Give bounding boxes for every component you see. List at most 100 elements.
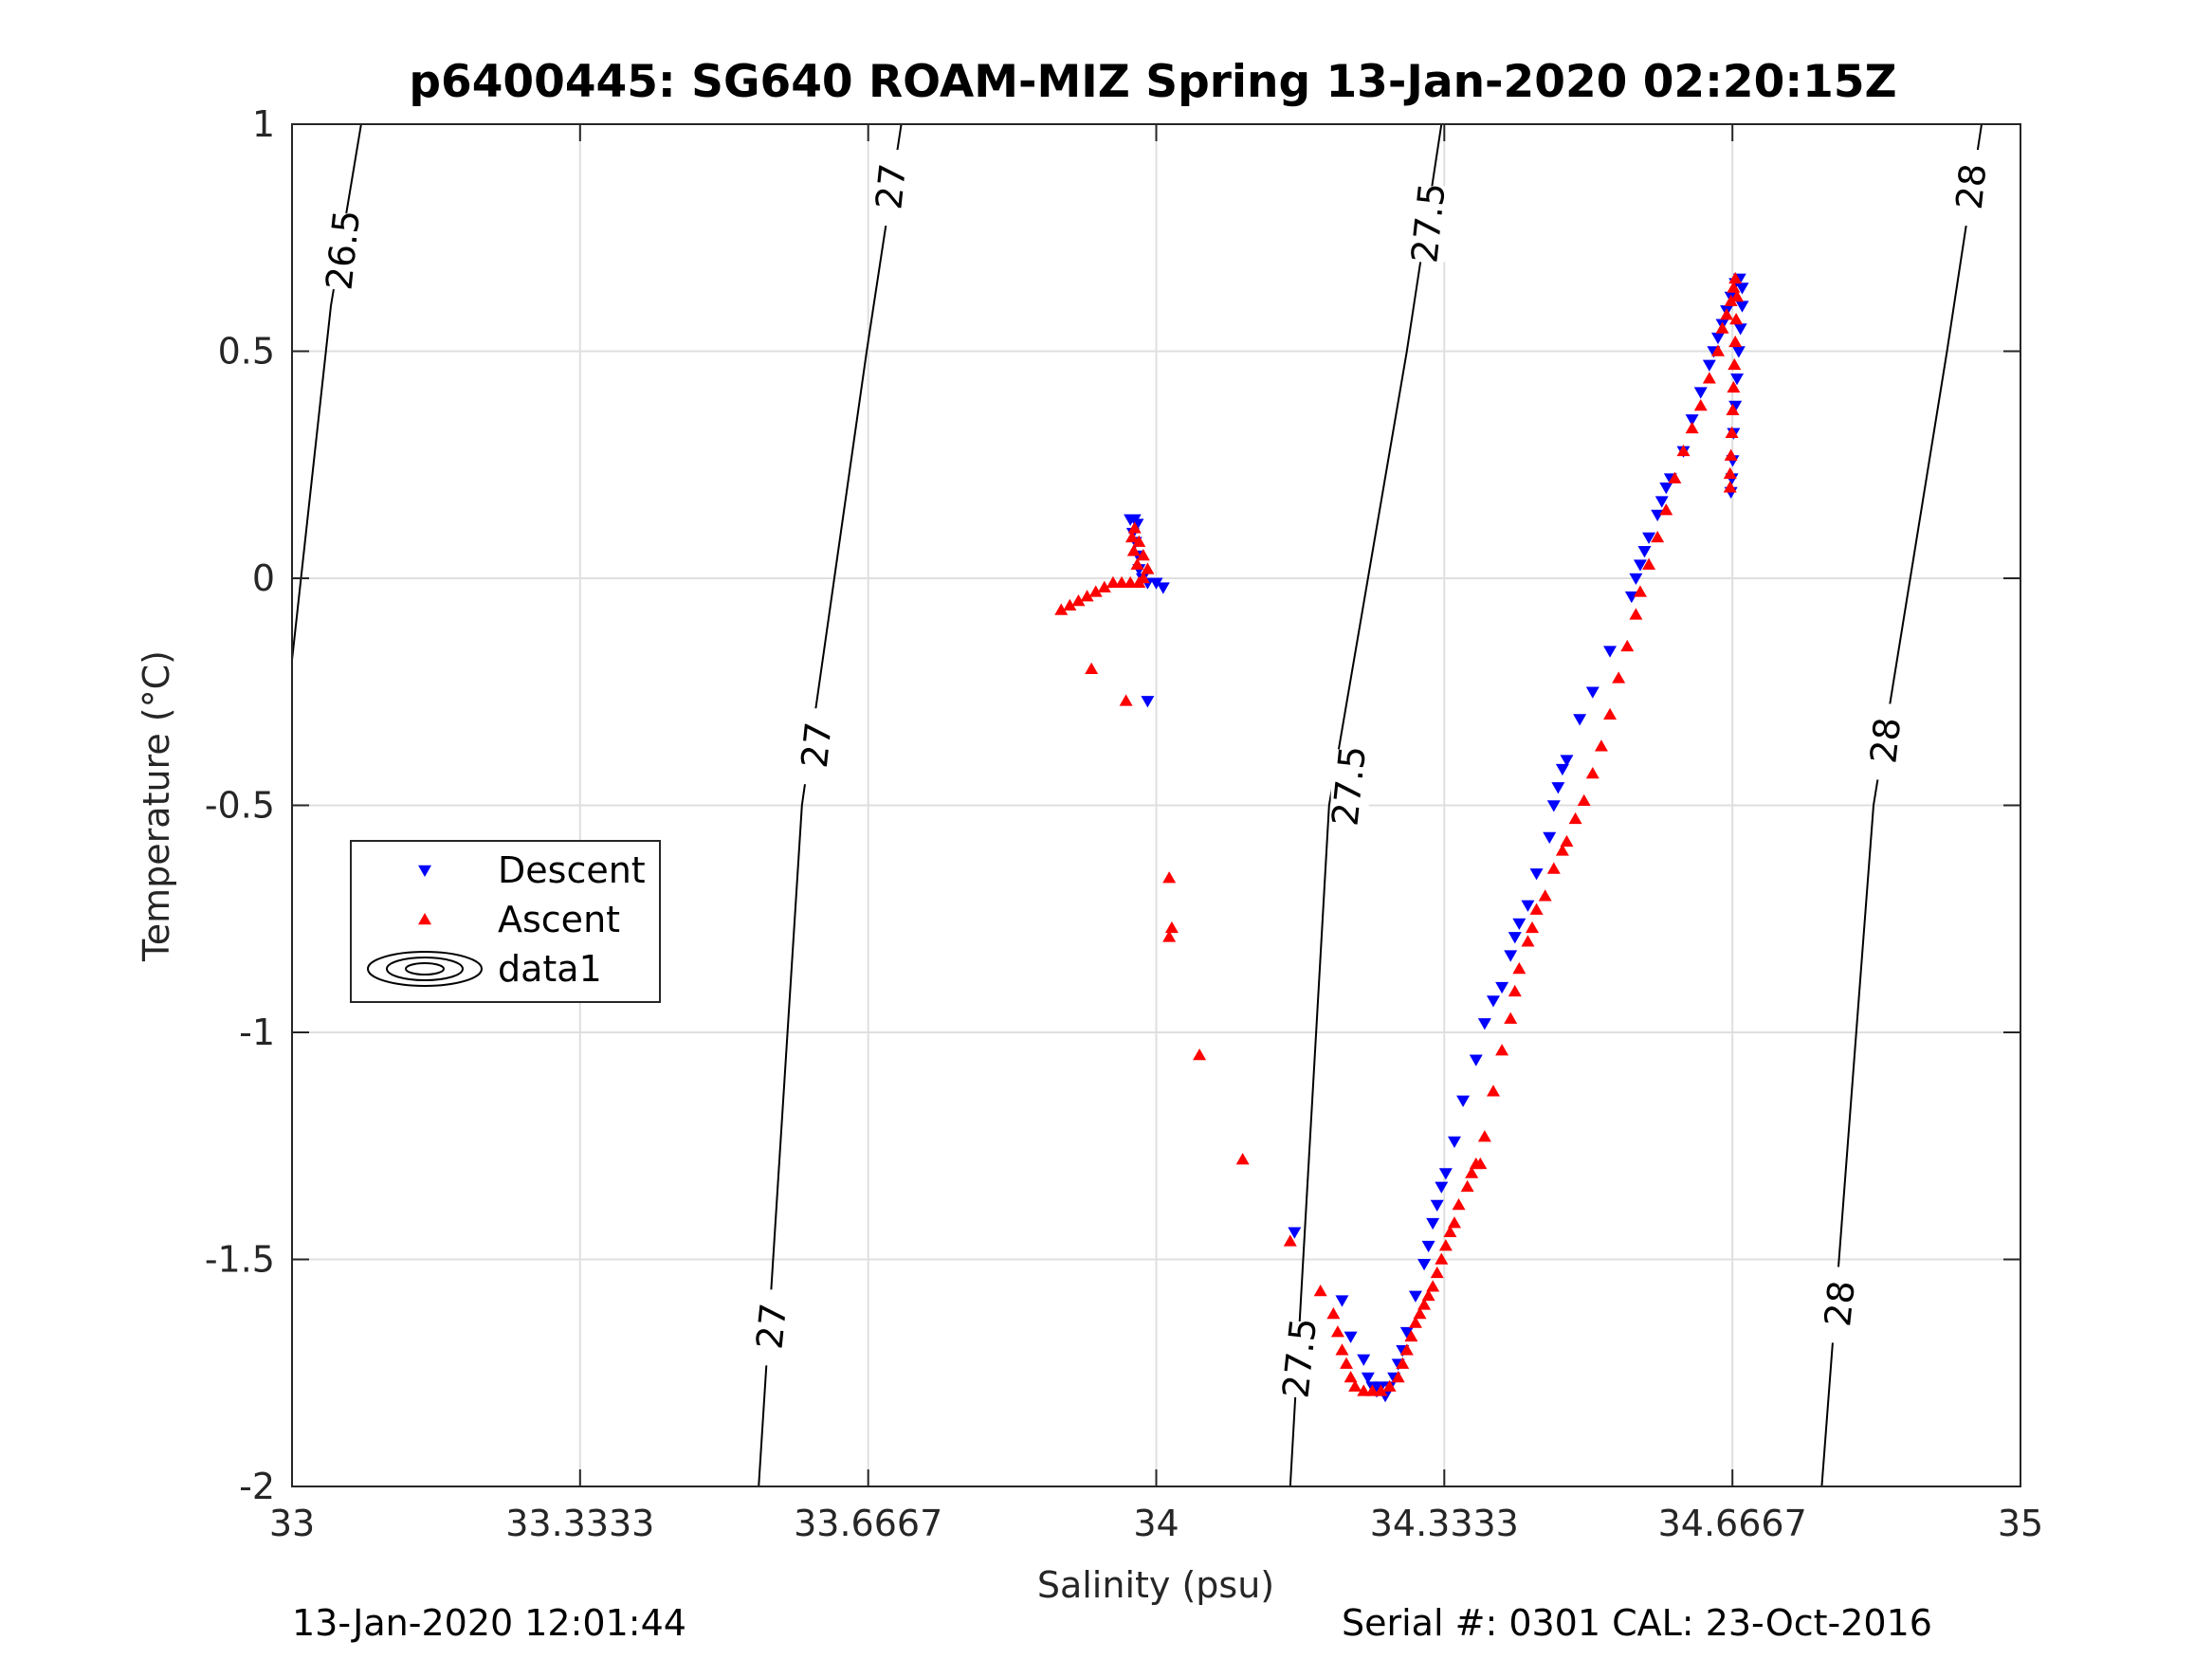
ascent-point bbox=[1426, 1280, 1440, 1292]
contour-line-28 bbox=[1820, 123, 1983, 1487]
ascent-point bbox=[1728, 357, 1742, 371]
descent-point bbox=[1702, 359, 1716, 372]
descent-point bbox=[1733, 323, 1747, 336]
ascent-point bbox=[1340, 1357, 1354, 1369]
descent-point bbox=[1141, 696, 1155, 708]
ascent-point bbox=[1080, 590, 1094, 602]
ascent-point bbox=[1728, 335, 1743, 348]
ascent-point bbox=[1452, 1198, 1466, 1211]
contour-label: 26.5 bbox=[318, 208, 368, 292]
descent-point bbox=[1521, 900, 1535, 912]
ascent-point bbox=[1702, 372, 1716, 384]
ascent-point bbox=[1568, 811, 1582, 825]
ascent-point bbox=[1141, 562, 1155, 574]
ascent-point bbox=[1115, 575, 1129, 589]
ascent-point bbox=[1659, 503, 1673, 516]
ascent-point bbox=[1512, 961, 1526, 975]
x-tick-label: 34.6667 bbox=[1658, 1503, 1807, 1544]
descent-point bbox=[1728, 400, 1743, 412]
ascent-point bbox=[1560, 834, 1574, 848]
y-tick-label: -1.5 bbox=[205, 1239, 275, 1281]
ascent-point bbox=[1651, 530, 1665, 543]
ascent-point bbox=[1723, 466, 1737, 480]
ascent-point bbox=[1326, 1306, 1341, 1320]
ascent-point bbox=[1555, 844, 1569, 856]
contour-label-mask bbox=[1330, 749, 1369, 826]
x-tick-label: 34.3333 bbox=[1370, 1503, 1519, 1544]
descent-point bbox=[1730, 373, 1745, 386]
legend-label: Ascent bbox=[498, 899, 620, 940]
contour-label-mask bbox=[1867, 703, 1906, 780]
contour-label-mask bbox=[1281, 1321, 1320, 1397]
descent-point bbox=[1408, 1290, 1422, 1303]
contour-label-mask bbox=[753, 1289, 792, 1366]
ascent-point bbox=[1504, 1012, 1518, 1024]
y-tick-label: 1 bbox=[252, 103, 275, 145]
ascent-point bbox=[1486, 1085, 1500, 1097]
y-tick-label: -0.5 bbox=[205, 785, 275, 827]
ascent-point bbox=[1629, 608, 1643, 620]
ascent-point bbox=[1313, 1285, 1327, 1297]
ascent-point bbox=[1391, 1371, 1405, 1383]
ascent-point bbox=[1724, 294, 1738, 307]
descent-point bbox=[1573, 714, 1587, 726]
legend-descent-swatch bbox=[418, 865, 431, 877]
footer-timestamp: 13-Jan-2020 12:01:44 bbox=[292, 1602, 686, 1644]
ascent-point bbox=[1162, 930, 1177, 942]
ascent-point bbox=[1413, 1306, 1427, 1320]
ascent-point bbox=[1594, 739, 1608, 752]
descent-point bbox=[1361, 1372, 1375, 1385]
ascent-point bbox=[1357, 1384, 1371, 1396]
ascent-point bbox=[1344, 1371, 1358, 1383]
ascent-point bbox=[1421, 1288, 1435, 1302]
descent-point bbox=[1504, 950, 1518, 962]
contour-label: 27 bbox=[748, 1302, 795, 1352]
ascent-point bbox=[1729, 312, 1744, 325]
ascent-point bbox=[1521, 935, 1535, 947]
x-tick-label: 34 bbox=[1133, 1503, 1179, 1544]
ascent-point bbox=[1603, 707, 1618, 720]
ascent-point bbox=[1546, 862, 1561, 874]
ascent-point bbox=[1473, 1157, 1488, 1170]
descent-point bbox=[1546, 800, 1561, 812]
descent-point bbox=[1560, 755, 1574, 767]
ascent-point bbox=[1725, 426, 1739, 438]
ascent-point bbox=[1408, 1316, 1422, 1328]
descent-point bbox=[1477, 1018, 1491, 1030]
contour-label: 27.5 bbox=[1274, 1316, 1325, 1400]
legend-ascent-swatch bbox=[418, 913, 431, 925]
descent-point bbox=[1551, 782, 1565, 794]
ascent-point bbox=[1435, 1252, 1449, 1265]
descent-point bbox=[1156, 582, 1170, 594]
descent-point bbox=[1731, 346, 1746, 358]
descent-point bbox=[1735, 301, 1749, 313]
ascent-point bbox=[1130, 557, 1144, 570]
ascent-point bbox=[1585, 766, 1600, 779]
y-tick-label: 0.5 bbox=[218, 331, 275, 373]
ascent-point bbox=[1633, 585, 1647, 597]
ascent-point bbox=[1460, 1179, 1474, 1193]
ascent-point bbox=[1136, 572, 1150, 584]
ascent-point bbox=[1443, 1225, 1457, 1238]
ascent-point bbox=[1063, 598, 1077, 611]
descent-point bbox=[1654, 496, 1669, 508]
contour-line-27 bbox=[758, 123, 903, 1487]
density-contours: 26.5 27 27 27 27.5 27.5 27.5 28 28 28 bbox=[291, 123, 1994, 1487]
ascent-point bbox=[1054, 603, 1069, 615]
ascent-point bbox=[1642, 557, 1656, 570]
ascent-point bbox=[1283, 1234, 1297, 1247]
descent-point bbox=[1149, 577, 1163, 590]
ascent-point bbox=[1106, 575, 1120, 589]
ascent-point bbox=[1495, 1044, 1509, 1056]
ascent-point bbox=[1399, 1343, 1414, 1356]
ascent-point bbox=[1620, 639, 1635, 652]
ascent-point bbox=[1348, 1379, 1362, 1392]
ascent-point bbox=[1127, 521, 1142, 534]
descent-point bbox=[1642, 532, 1656, 544]
descent-point bbox=[1543, 831, 1557, 845]
descent-point bbox=[1130, 519, 1144, 531]
ascent-point bbox=[1124, 575, 1138, 589]
ascent-point bbox=[1538, 889, 1552, 902]
legend-label: data1 bbox=[498, 948, 602, 990]
